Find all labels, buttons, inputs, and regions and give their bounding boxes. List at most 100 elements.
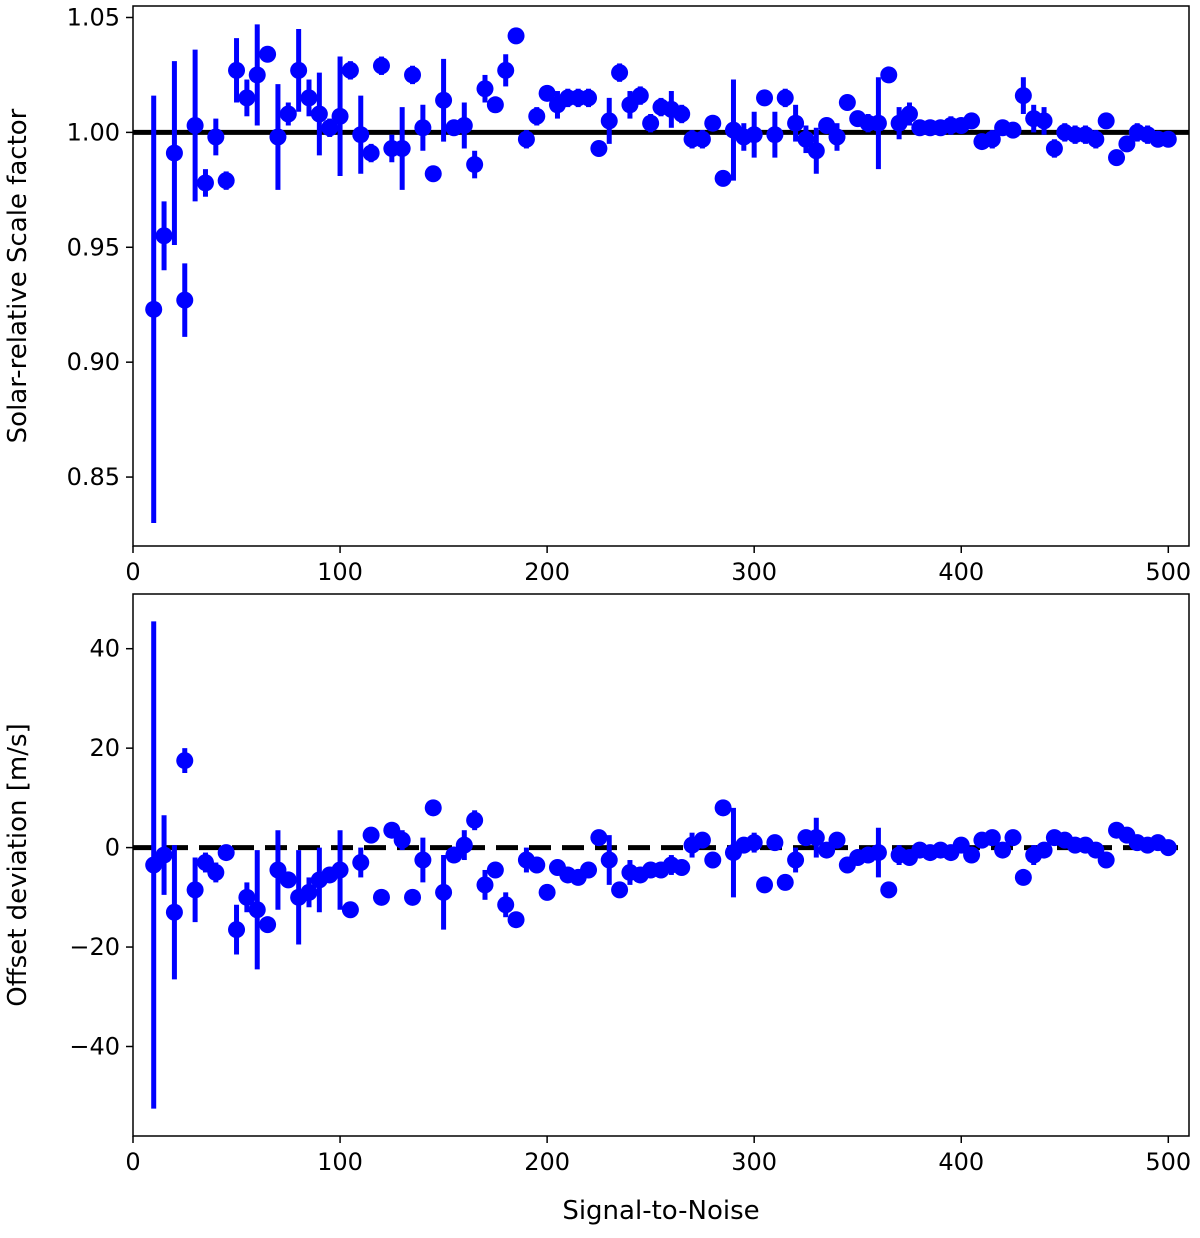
data-point — [165, 144, 183, 162]
data-point — [807, 142, 825, 160]
data-point — [983, 829, 1001, 847]
data-point — [538, 84, 556, 102]
data-point — [838, 94, 856, 112]
x-tick-label: 100 — [317, 558, 363, 586]
y-tick-label: 0.90 — [67, 348, 120, 376]
data-point — [393, 831, 411, 849]
data-point — [1035, 112, 1053, 130]
data-point — [362, 826, 380, 844]
data-point — [528, 856, 546, 874]
data-point — [1004, 121, 1022, 139]
data-point — [600, 112, 618, 130]
data-point — [1159, 130, 1177, 148]
data-point — [238, 888, 256, 906]
data-point — [828, 128, 846, 146]
data-point — [279, 871, 297, 889]
data-point — [580, 861, 598, 879]
data-point — [228, 921, 246, 939]
y-tick-label: 1.05 — [67, 3, 120, 31]
x-axis-label: Signal-to-Noise — [562, 1196, 759, 1226]
data-point — [393, 139, 411, 157]
data-point — [176, 752, 194, 770]
data-point — [704, 114, 722, 132]
data-point — [869, 114, 887, 132]
data-point — [372, 888, 390, 906]
data-point — [497, 896, 515, 914]
data-point — [538, 883, 556, 901]
data-point — [766, 834, 784, 852]
y-tick-label: 1.00 — [67, 118, 120, 146]
data-point — [1159, 839, 1177, 857]
x-tick-label: 0 — [125, 1148, 140, 1176]
data-point — [673, 105, 691, 123]
data-point — [331, 861, 349, 879]
data-point — [466, 156, 484, 174]
y-tick-label: 0.85 — [67, 463, 120, 491]
offset-deviation-panel: 0 100 200 300 400 500 −40 −20 0 20 40 Offset deviat… — [3, 593, 1191, 1226]
x-tick-label: 400 — [938, 558, 984, 586]
data-point — [880, 881, 898, 899]
data-point — [300, 89, 318, 107]
data-point — [341, 901, 359, 919]
data-point — [238, 89, 256, 107]
data-point — [217, 844, 235, 862]
data-point — [279, 105, 297, 123]
data-point — [290, 61, 308, 79]
data-point — [766, 126, 784, 144]
data-point — [756, 89, 774, 107]
data-point — [321, 119, 339, 137]
data-point — [611, 64, 629, 82]
data-point — [745, 834, 763, 852]
data-point — [528, 107, 546, 125]
data-point — [486, 861, 504, 879]
data-point — [507, 27, 525, 45]
data-point — [207, 863, 225, 881]
data-point — [372, 57, 390, 75]
data-point — [155, 846, 173, 864]
data-point — [963, 846, 981, 864]
data-point — [455, 836, 473, 854]
data-point — [176, 291, 194, 309]
x-tick-label: 300 — [731, 1148, 777, 1176]
data-point — [455, 116, 473, 134]
data-point — [776, 873, 794, 891]
data-point — [693, 831, 711, 849]
x-tick-label: 300 — [731, 558, 777, 586]
data-point — [435, 91, 453, 109]
data-point — [1108, 149, 1126, 167]
data-point — [300, 883, 318, 901]
data-point — [310, 105, 328, 123]
data-point — [880, 66, 898, 84]
data-point — [155, 227, 173, 245]
data-point — [165, 903, 183, 921]
data-point — [435, 883, 453, 901]
data-point — [517, 130, 535, 148]
data-point — [818, 116, 836, 134]
data-point — [787, 114, 805, 132]
data-point — [590, 139, 608, 157]
x-tick-label: 200 — [524, 1148, 570, 1176]
y-tick-label: 40 — [89, 635, 120, 663]
data-point — [1035, 841, 1053, 859]
data-point — [714, 799, 732, 817]
y-tick-label: −40 — [69, 1032, 120, 1060]
data-point — [497, 61, 515, 79]
data-point — [1045, 139, 1063, 157]
data-point — [414, 119, 432, 137]
x-tick-label: 400 — [938, 1148, 984, 1176]
y-tick-label: 20 — [89, 734, 120, 762]
plot-frame — [132, 593, 1190, 1137]
data-point — [797, 130, 815, 148]
data-point — [600, 851, 618, 869]
data-point — [217, 172, 235, 190]
x-tick-label: 100 — [317, 1148, 363, 1176]
data-point — [704, 851, 722, 869]
data-point — [714, 169, 732, 187]
data-point — [1004, 829, 1022, 847]
data-point — [424, 799, 442, 817]
data-point — [869, 844, 887, 862]
data-point — [259, 916, 277, 934]
data-point — [963, 112, 981, 130]
data-point — [145, 300, 163, 318]
y-axis-label: Offset deviation [m/s] — [3, 723, 33, 1006]
